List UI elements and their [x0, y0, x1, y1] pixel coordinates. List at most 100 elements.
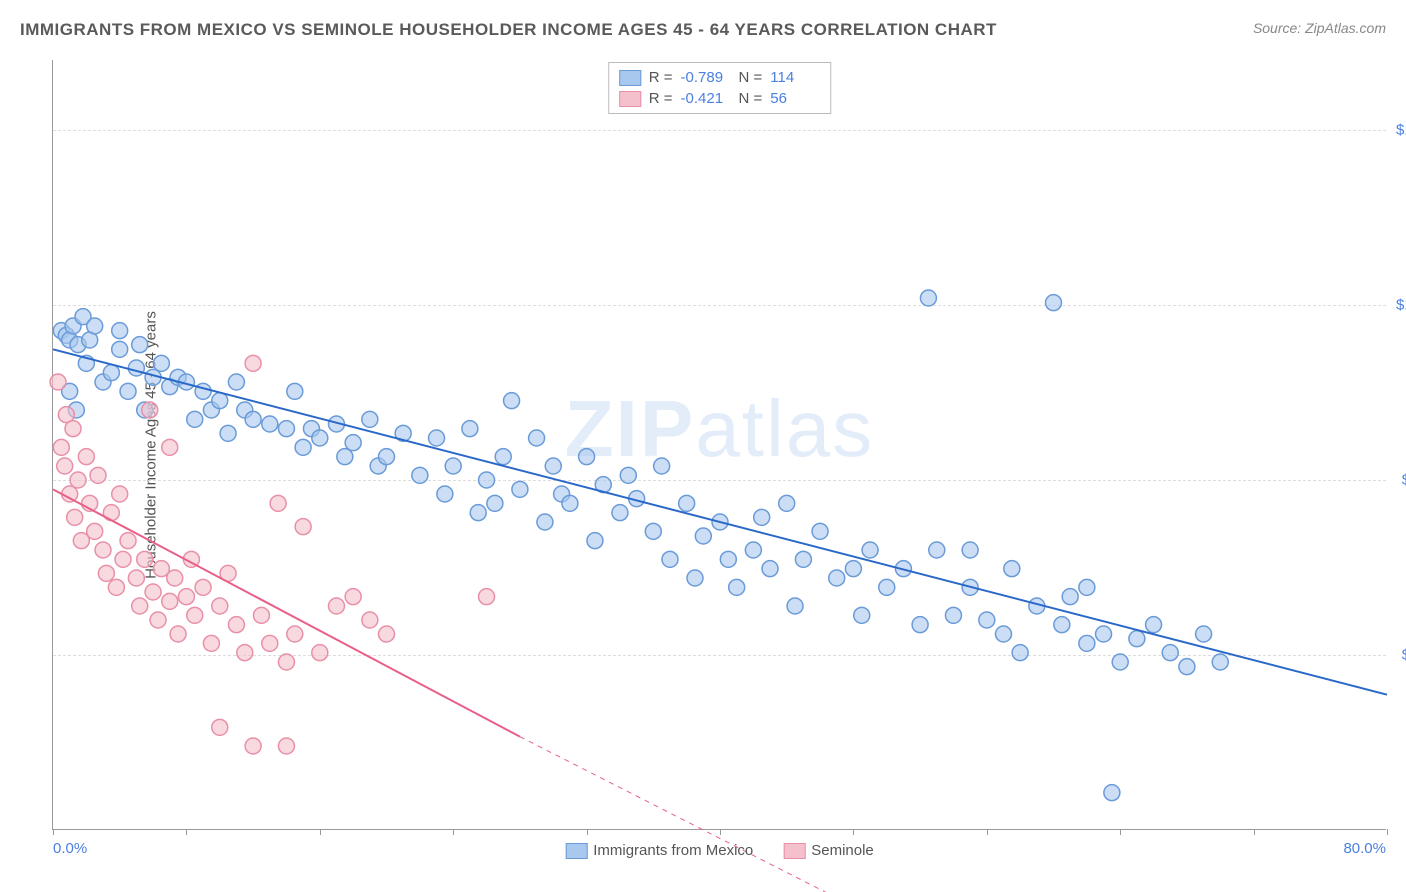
data-point: [262, 416, 278, 432]
data-point: [287, 383, 303, 399]
data-point: [62, 486, 78, 502]
data-point: [745, 542, 761, 558]
data-point: [153, 355, 169, 371]
data-point: [1004, 561, 1020, 577]
data-point: [245, 355, 261, 371]
data-point: [142, 402, 158, 418]
data-point: [495, 449, 511, 465]
data-point: [529, 430, 545, 446]
legend-item-series-2: Seminole: [783, 842, 874, 859]
data-point: [1112, 654, 1128, 670]
data-point: [270, 495, 286, 511]
x-tick: [1120, 829, 1121, 835]
data-point: [170, 626, 186, 642]
data-point: [187, 411, 203, 427]
data-point: [962, 542, 978, 558]
chart-container: IMMIGRANTS FROM MEXICO VS SEMINOLE HOUSE…: [0, 0, 1406, 892]
data-point: [345, 589, 361, 605]
data-point: [112, 341, 128, 357]
data-point: [1054, 617, 1070, 633]
data-point: [787, 598, 803, 614]
data-point: [379, 626, 395, 642]
data-point: [779, 495, 795, 511]
swatch-series-1: [619, 70, 641, 86]
data-point: [278, 738, 294, 754]
data-point: [512, 481, 528, 497]
data-point: [95, 542, 111, 558]
data-point: [1012, 645, 1028, 661]
data-point: [120, 383, 136, 399]
data-point: [287, 626, 303, 642]
data-point: [720, 551, 736, 567]
data-point: [537, 514, 553, 530]
data-point: [70, 472, 86, 488]
data-point: [1179, 659, 1195, 675]
data-point: [345, 435, 361, 451]
data-point: [67, 509, 83, 525]
n-label-2: N =: [739, 90, 763, 107]
data-point: [1196, 626, 1212, 642]
data-point: [98, 565, 114, 581]
data-point: [278, 421, 294, 437]
data-point: [795, 551, 811, 567]
data-point: [87, 318, 103, 334]
source-attribution: Source: ZipAtlas.com: [1253, 20, 1386, 36]
r-label-2: R =: [649, 90, 673, 107]
data-point: [754, 509, 770, 525]
trend-line: [53, 349, 1387, 694]
n-label-1: N =: [739, 69, 763, 86]
data-point: [78, 449, 94, 465]
data-point: [479, 472, 495, 488]
x-tick: [320, 829, 321, 835]
data-point: [57, 458, 73, 474]
x-tick: [1387, 829, 1388, 835]
r-value-2: -0.421: [681, 90, 731, 107]
data-point: [203, 635, 219, 651]
data-point: [220, 425, 236, 441]
data-point: [128, 360, 144, 376]
data-point: [65, 421, 81, 437]
data-point: [1104, 785, 1120, 801]
data-point: [879, 579, 895, 595]
data-point: [278, 654, 294, 670]
series-legend: Immigrants from Mexico Seminole: [565, 842, 874, 859]
legend-row-series-1: R = -0.789 N = 114: [619, 67, 821, 88]
data-point: [245, 411, 261, 427]
data-point: [654, 458, 670, 474]
data-point: [929, 542, 945, 558]
data-point: [687, 570, 703, 586]
data-point: [90, 467, 106, 483]
data-point: [762, 561, 778, 577]
data-point: [445, 458, 461, 474]
data-point: [178, 589, 194, 605]
data-point: [1079, 635, 1095, 651]
data-point: [645, 523, 661, 539]
data-point: [470, 505, 486, 521]
legend-row-series-2: R = -0.421 N = 56: [619, 88, 821, 109]
data-point: [679, 495, 695, 511]
data-point: [150, 612, 166, 628]
source-prefix: Source:: [1253, 20, 1305, 36]
n-value-1: 114: [770, 69, 820, 86]
data-point: [612, 505, 628, 521]
data-point: [920, 290, 936, 306]
data-point: [237, 645, 253, 661]
plot-area: ZIPatlas Householder Income Ages 45 - 64…: [52, 60, 1386, 830]
legend-label-2: Seminole: [811, 842, 874, 859]
data-point: [1062, 589, 1078, 605]
data-point: [115, 551, 131, 567]
data-point: [337, 449, 353, 465]
data-point: [87, 523, 103, 539]
trend-line: [53, 489, 520, 736]
data-point: [695, 528, 711, 544]
data-point: [312, 645, 328, 661]
data-point: [112, 323, 128, 339]
trend-line-dashed: [520, 737, 887, 892]
data-point: [112, 486, 128, 502]
data-point: [1162, 645, 1178, 661]
y-tick-label: $112,500: [1396, 297, 1406, 314]
data-point: [295, 519, 311, 535]
chart-title: IMMIGRANTS FROM MEXICO VS SEMINOLE HOUSE…: [20, 20, 997, 40]
data-point: [862, 542, 878, 558]
data-point: [854, 607, 870, 623]
